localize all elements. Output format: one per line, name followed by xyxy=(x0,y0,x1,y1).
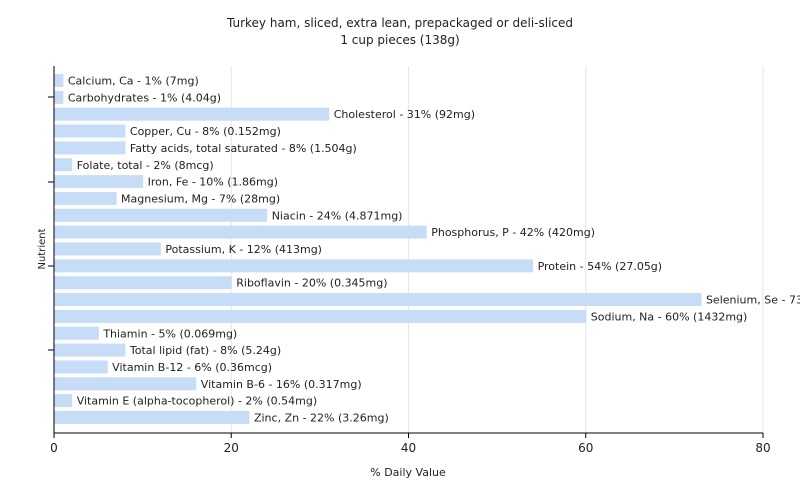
bar xyxy=(54,191,117,205)
bar xyxy=(54,90,64,104)
bar-label: Folate, total - 2% (8mcg) xyxy=(77,159,214,172)
bar-label: Selenium, Se - 73% (51.1mcg) xyxy=(706,294,800,307)
bar-label: Riboflavin - 20% (0.345mg) xyxy=(236,277,387,290)
bar xyxy=(54,411,250,424)
bar-label: Vitamin B-6 - 16% (0.317mg) xyxy=(201,378,362,391)
bar xyxy=(54,158,73,172)
bar-label: Calcium, Ca - 1% (7mg) xyxy=(68,75,199,88)
bar xyxy=(54,276,232,290)
bar xyxy=(54,74,64,87)
bar xyxy=(54,377,197,391)
bar-label: Zinc, Zn - 22% (3.26mg) xyxy=(254,412,389,425)
bar-label: Phosphorus, P - 42% (420mg) xyxy=(431,226,595,239)
bar-label: Vitamin E (alpha-tocopherol) - 2% (0.54m… xyxy=(77,395,317,408)
bar xyxy=(54,309,587,323)
bar xyxy=(54,326,99,340)
x-tick-label: 80 xyxy=(755,441,770,455)
bar-label: Cholesterol - 31% (92mg) xyxy=(334,108,475,121)
bar-label: Niacin - 24% (4.871mg) xyxy=(272,209,403,222)
bar xyxy=(54,225,427,239)
bar xyxy=(54,107,330,121)
bar xyxy=(54,242,161,256)
x-tick-label: 40 xyxy=(401,441,416,455)
chart-subtitle: 1 cup pieces (138g) xyxy=(340,33,459,47)
bar-label: Magnesium, Mg - 7% (28mg) xyxy=(121,192,280,205)
y-axis-ticks xyxy=(48,96,54,351)
bar-label: Total lipid (fat) - 8% (5.24g) xyxy=(129,344,281,357)
bars-group xyxy=(54,74,702,424)
bar-label: Protein - 54% (27.05g) xyxy=(538,260,663,273)
x-tick-label: 60 xyxy=(578,441,593,455)
x-axis-ticks: 0 20 40 60 80 xyxy=(50,433,771,455)
bar xyxy=(54,394,73,408)
y-axis-label: Nutrient xyxy=(37,228,48,269)
x-axis-label: % Daily Value xyxy=(370,466,446,479)
bar xyxy=(54,124,126,138)
x-tick-label: 0 xyxy=(50,441,58,455)
bar-label: Iron, Fe - 10% (1.86mg) xyxy=(148,176,278,189)
bar-label: Fatty acids, total saturated - 8% (1.504… xyxy=(130,142,357,155)
bar-label: Sodium, Na - 60% (1432mg) xyxy=(591,310,748,323)
bar xyxy=(54,293,702,307)
x-tick-label: 20 xyxy=(224,441,239,455)
bar xyxy=(54,208,268,222)
bar xyxy=(54,360,108,374)
bar-label: Vitamin B-12 - 6% (0.36mcg) xyxy=(112,361,272,374)
bar xyxy=(54,259,534,273)
bar xyxy=(54,343,126,357)
bar xyxy=(54,141,126,155)
bar-label: Thiamin - 5% (0.069mg) xyxy=(102,327,237,340)
grid-lines xyxy=(230,66,764,433)
bar-label: Potassium, K - 12% (413mg) xyxy=(165,243,322,256)
bar-label: Carbohydrates - 1% (4.04g) xyxy=(68,91,221,104)
bar xyxy=(54,175,144,189)
bar-label: Copper, Cu - 8% (0.152mg) xyxy=(130,125,281,138)
chart-title: Turkey ham, sliced, extra lean, prepacka… xyxy=(226,16,573,30)
bar-labels-group: Calcium, Ca - 1% (7mg) Carbohydrates - 1%… xyxy=(68,75,800,425)
